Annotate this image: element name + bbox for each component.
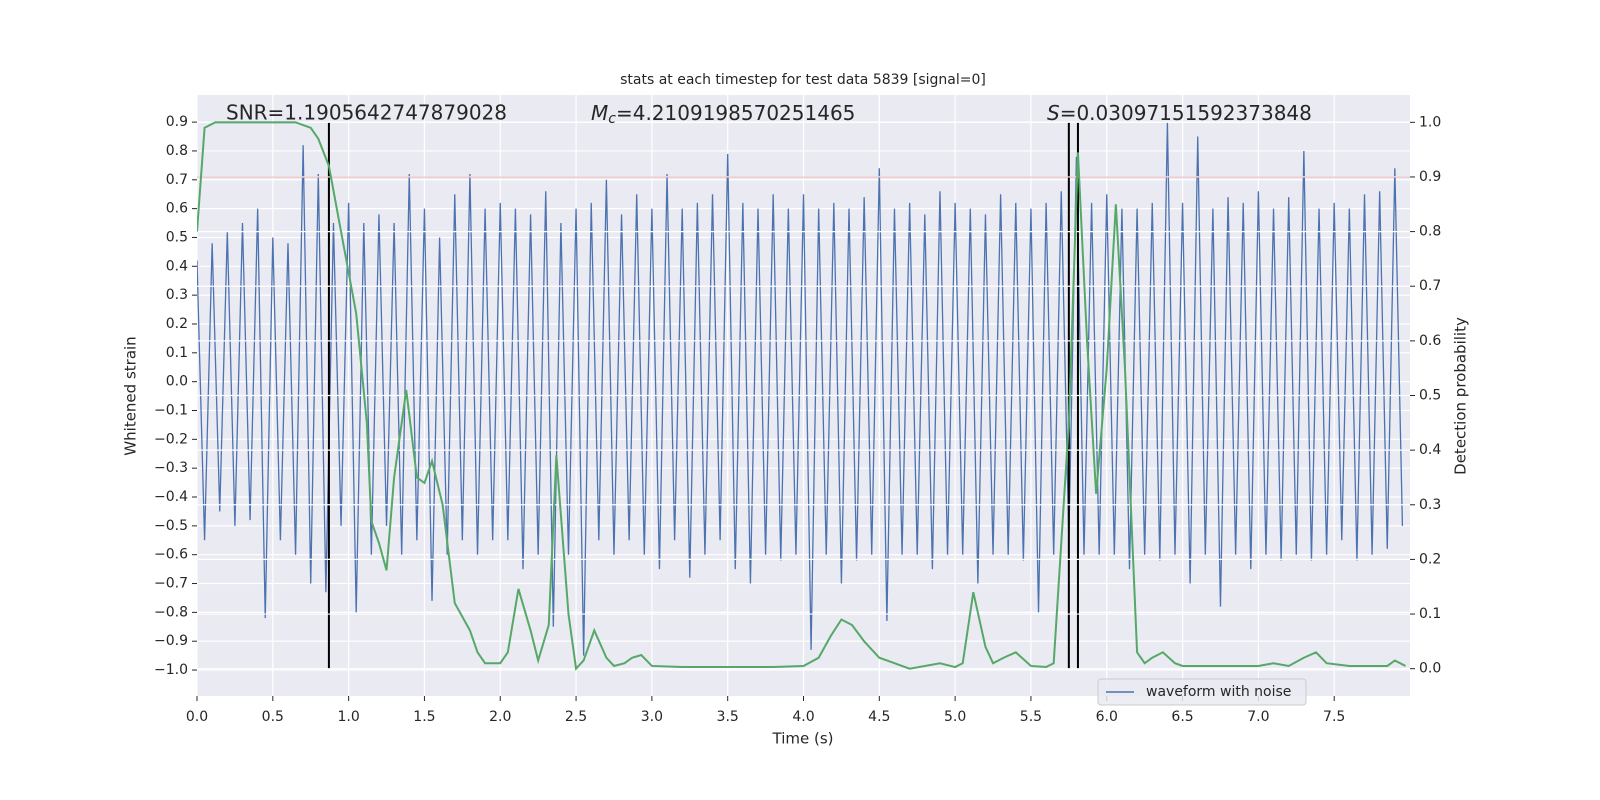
y-tick-label: −0.5 [154, 518, 188, 534]
y-tick-label: −1.0 [154, 662, 188, 678]
y2-tick-label: 0.5 [1419, 388, 1441, 404]
mc-value: =4.2109198570251465 [616, 101, 855, 125]
y-tick-label: 0.8 [166, 143, 188, 159]
mc-annotation: Mc=4.2109198570251465 [591, 101, 855, 128]
y2-tick-label: 0.3 [1419, 497, 1441, 513]
y2-tick-label: 0.9 [1419, 169, 1441, 185]
y2-tick-label: 0.2 [1419, 551, 1441, 567]
y-tick-label: −0.2 [154, 431, 188, 447]
y-tick-label: 0.0 [166, 374, 188, 390]
s-symbol: S [1047, 101, 1060, 125]
chart-title: stats at each timestep for test data 583… [620, 72, 986, 88]
s-value: =0.03097151592373848 [1060, 101, 1312, 125]
y-tick-label: 0.9 [166, 114, 188, 130]
plot-layer [197, 95, 1410, 696]
y2-tick-label: 0.7 [1419, 278, 1441, 294]
y-axis-label: Whitened strain [122, 336, 140, 455]
x-tick-label: 2.5 [565, 709, 587, 725]
y2-tick-label: 1.0 [1419, 114, 1441, 130]
x-tick-label: 3.5 [717, 709, 739, 725]
x-tick-label: 6.5 [1171, 709, 1193, 725]
x-tick-label: 4.5 [868, 709, 890, 725]
x-tick-label: 6.0 [1096, 709, 1118, 725]
x-tick-label: 3.0 [641, 709, 663, 725]
y2-tick-label: 0.1 [1419, 606, 1441, 622]
y-tick-label: −0.1 [154, 402, 188, 418]
snr-annotation: SNR=1.1905642747879028 [226, 101, 507, 125]
x-tick-label: 5.0 [944, 709, 966, 725]
x-tick-label: 0.0 [186, 709, 208, 725]
y-tick-label: 0.5 [166, 229, 188, 245]
y-tick-label: −0.4 [154, 489, 188, 505]
y-tick-label: 0.1 [166, 345, 188, 361]
mc-subscript: c [608, 111, 616, 127]
y-tick-label: −0.6 [154, 547, 188, 563]
s-annotation: S=0.03097151592373848 [1047, 101, 1312, 125]
series-line [197, 122, 1404, 656]
y-tick-label: 0.4 [166, 258, 188, 274]
y-tick-label: 0.3 [166, 287, 188, 303]
x-tick-label: 1.5 [413, 709, 435, 725]
x-tick-label: 4.0 [792, 709, 814, 725]
x-axis-label: Time (s) [772, 730, 834, 748]
y-tick-label: −0.8 [154, 604, 188, 620]
series-line [197, 121, 1406, 671]
y-tick-label: −0.3 [154, 460, 188, 476]
y2-tick-label: 0.4 [1419, 442, 1441, 458]
y2-axis-label: Detection probability [1452, 317, 1470, 475]
y2-tick-label: 0.6 [1419, 333, 1441, 349]
x-tick-label: 2.0 [489, 709, 511, 725]
y-tick-label: 0.6 [166, 201, 188, 217]
y-tick-label: 0.2 [166, 316, 188, 332]
y-tick-label: −0.7 [154, 576, 188, 592]
x-tick-label: 1.0 [337, 709, 359, 725]
mc-symbol: M [591, 101, 608, 125]
x-tick-label: 7.5 [1323, 709, 1345, 725]
x-tick-label: 7.0 [1247, 709, 1269, 725]
y2-tick-label: 0.8 [1419, 224, 1441, 240]
x-tick-label: 5.5 [1020, 709, 1042, 725]
legend-box [1097, 678, 1307, 706]
legend-label: waveform with noise [1146, 684, 1291, 700]
y-tick-label: 0.7 [166, 172, 188, 188]
y-tick-label: −0.9 [154, 633, 188, 649]
y2-tick-label: 0.0 [1419, 661, 1441, 677]
x-tick-label: 0.5 [262, 709, 284, 725]
